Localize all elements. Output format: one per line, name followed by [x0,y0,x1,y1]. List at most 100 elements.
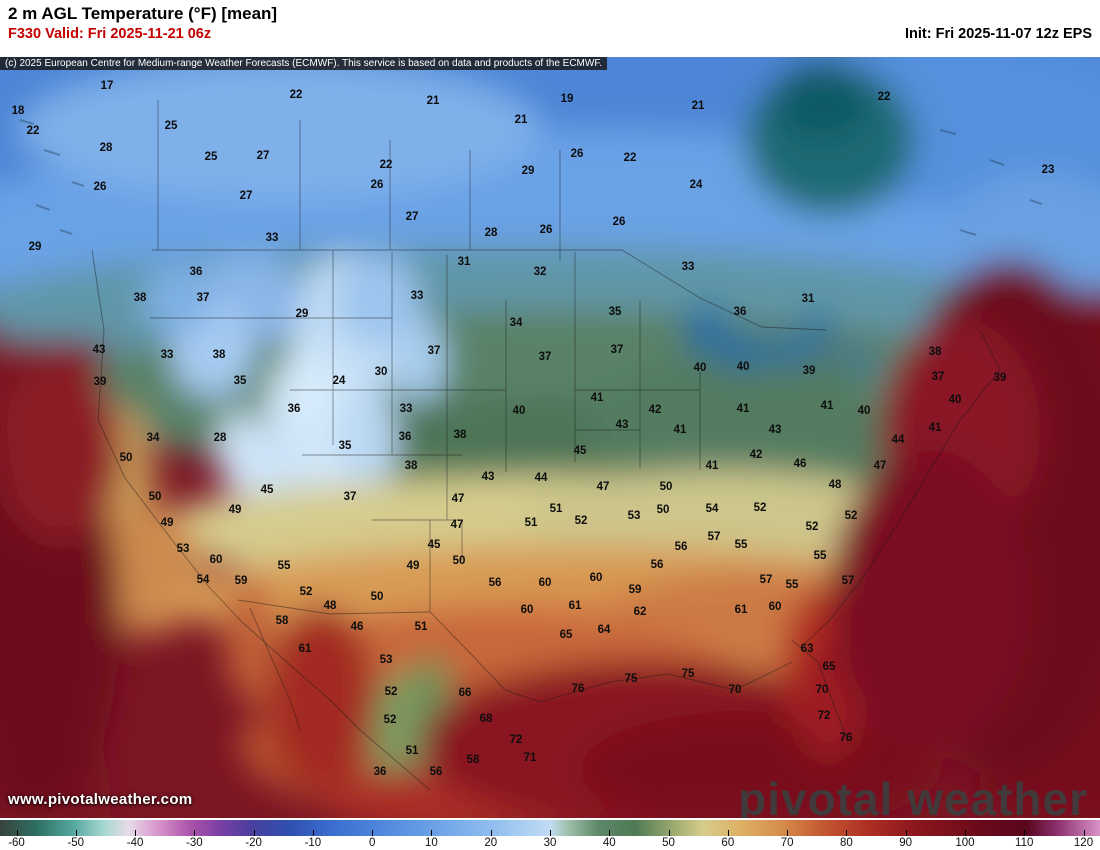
temp-value: 50 [119,452,133,464]
temp-value: 57 [707,531,721,543]
temp-value: 52 [805,521,819,533]
temp-value: 25 [204,151,218,163]
temp-value: 48 [323,600,337,612]
temp-value: 37 [427,345,441,357]
temp-value: 37 [538,351,552,363]
temp-value: 29 [28,241,42,253]
temp-value: 47 [451,493,465,505]
temp-value: 33 [399,403,413,415]
colorbar-tick [431,830,433,836]
colorbar-tick-label: -50 [67,837,85,849]
temp-value: 59 [234,575,248,587]
temp-value: 28 [484,227,498,239]
temp-value: 42 [749,449,763,461]
temp-value: 55 [277,560,291,572]
temp-value: 60 [768,601,782,613]
temp-value: 37 [610,344,624,356]
temp-value: 26 [612,216,626,228]
colorbar-tick-label: 90 [899,837,913,849]
temp-value: 41 [820,400,834,412]
temp-value: 50 [659,481,673,493]
copyright-notice: (c) 2025 European Centre for Medium-rang… [0,57,608,70]
temp-value: 28 [213,432,227,444]
temp-value: 39 [93,376,107,388]
temp-value: 41 [705,460,719,472]
temp-value: 34 [509,317,523,329]
temp-value: 37 [196,292,210,304]
temp-value: 41 [928,422,942,434]
temp-value: 56 [650,559,664,571]
pivotalweather-url-watermark: www.pivotalweather.com [8,791,193,808]
temp-value: 70 [815,684,829,696]
colorbar-tick [727,830,729,836]
temp-value: 41 [736,403,750,415]
temp-value: 50 [370,591,384,603]
temp-value: 61 [298,643,312,655]
temp-value: 40 [948,394,962,406]
temp-value: 62 [633,606,647,618]
colorbar-tick [787,830,789,836]
temp-value: 52 [383,714,397,726]
temp-value: 36 [189,266,203,278]
temp-value: 51 [414,621,428,633]
temp-value: 54 [196,574,210,586]
colorbar-tick [490,830,492,836]
temp-value: 64 [597,624,611,636]
temp-value: 38 [453,429,467,441]
colorbar-tick [846,830,848,836]
temp-value: 33 [160,349,174,361]
temp-value: 26 [370,179,384,191]
temp-value: 44 [534,472,548,484]
temp-value: 65 [822,661,836,673]
temp-value: 43 [768,424,782,436]
temp-value: 57 [759,574,773,586]
colorbar-tick [16,830,18,836]
temp-value: 37 [931,371,945,383]
temp-value: 56 [488,577,502,589]
temp-value: 76 [839,732,853,744]
temp-value: 44 [891,434,905,446]
temp-value: 18 [11,105,25,117]
colorbar-tick-label: 70 [780,837,794,849]
colorbar-tick [964,830,966,836]
coastline-detail [19,119,1043,236]
temp-value: 56 [674,541,688,553]
temp-value: 40 [857,405,871,417]
colorbar-gradient [0,820,1100,836]
temp-value: 48 [828,479,842,491]
temp-value: 66 [458,687,472,699]
temp-value: 51 [524,517,538,529]
temp-value: 26 [93,181,107,193]
temp-value: 24 [689,179,703,191]
colorbar-tick [135,830,137,836]
temp-value: 68 [479,713,493,725]
colorbar-tick [75,830,77,836]
temp-value: 72 [817,710,831,722]
colorbar-tick [312,830,314,836]
map-header: 2 m AGL Temperature (°F) [mean] F330 Val… [0,0,1100,57]
temp-value: 39 [993,372,1007,384]
temp-value: 33 [681,261,695,273]
temp-value: 41 [590,392,604,404]
temp-value: 40 [693,362,707,374]
temp-value: 50 [148,491,162,503]
temp-value: 51 [549,503,563,515]
colorbar-tick [1083,830,1085,836]
temp-value: 60 [520,604,534,616]
colorbar-tick-label: -20 [245,837,262,849]
colorbar-tick [668,830,670,836]
temp-value: 31 [801,293,815,305]
colorbar-tick [550,830,551,836]
temp-value: 43 [92,344,106,356]
temp-value: 51 [405,745,419,757]
colorbar-tick-label: 30 [543,837,557,849]
temp-value: 22 [623,152,637,164]
temp-value: 50 [656,504,670,516]
colorbar-tick-label: -60 [8,837,25,849]
colorbar-tick [905,830,907,836]
colorbar-tick-label: 100 [955,837,975,849]
temp-value: 41 [673,424,687,436]
temp-value: 49 [228,504,242,516]
temp-value: 50 [452,555,466,567]
